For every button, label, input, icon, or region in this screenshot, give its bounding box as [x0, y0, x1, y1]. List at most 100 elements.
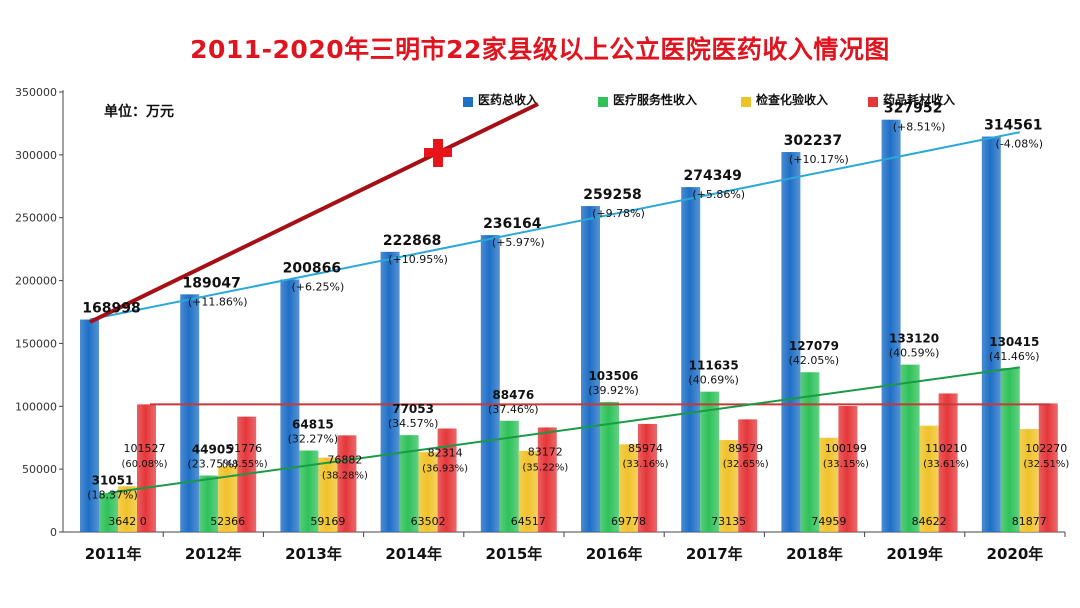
data-label-total: 302237 — [784, 133, 842, 149]
y-tick-label: 250000 — [15, 212, 57, 225]
bar-drug — [1038, 403, 1058, 532]
data-sublabel-total: (+10.95%) — [388, 253, 448, 266]
bar-exam — [1019, 429, 1039, 532]
data-label-drug: 102270 — [1025, 442, 1067, 455]
legend-label-drug: 药品耗材收入 — [883, 93, 956, 107]
data-label-service: 44905 — [192, 443, 234, 457]
data-sublabel-drug: (32.51%) — [1023, 459, 1069, 470]
data-sublabel-total: (+11.86%) — [188, 295, 248, 308]
y-tick-label: 200000 — [15, 275, 57, 288]
bar-exam — [218, 466, 238, 532]
data-sublabel-drug: (48.55%) — [222, 459, 268, 470]
data-sublabel-service: (40.69%) — [688, 374, 739, 387]
bar-total — [681, 187, 701, 532]
bar-exam — [518, 450, 538, 532]
data-label-total: 259258 — [583, 187, 641, 203]
legend-swatch-drug — [868, 97, 878, 107]
rising-arrow-line — [89, 102, 539, 324]
legend-label-service: 医疗服务性收入 — [613, 93, 698, 107]
x-tick-label: 2016年 — [586, 545, 643, 563]
data-sublabel-service: (23.75%) — [187, 458, 238, 471]
data-label-total: 200866 — [283, 260, 341, 276]
bar-drug — [537, 427, 557, 532]
bar-total — [80, 319, 99, 532]
data-sublabel-total: (+10.17%) — [789, 153, 849, 166]
data-label-total: 168998 — [82, 301, 140, 317]
bar-exam — [919, 425, 939, 532]
data-label-drug: 76882 — [327, 453, 362, 466]
x-tick-label: 2019年 — [886, 545, 943, 563]
data-label-exam: 73135 — [711, 515, 746, 528]
data-sublabel-drug: (38.28%) — [322, 470, 368, 481]
data-label-exam: 84622 — [912, 515, 947, 528]
data-label-drug: 89579 — [728, 442, 763, 455]
bar-total — [280, 279, 300, 532]
legend-swatch-exam — [741, 97, 751, 107]
bar-drug — [738, 419, 758, 532]
bar-service — [99, 492, 118, 532]
trend-line-service — [108, 366, 1020, 494]
data-label-exam: 64517 — [511, 515, 546, 528]
bar-total — [781, 152, 801, 532]
data-label-service: 111635 — [689, 359, 739, 373]
bar-total — [480, 235, 500, 533]
bar-exam — [619, 444, 638, 532]
bar-drug — [938, 393, 958, 532]
data-label-service: 88476 — [492, 388, 534, 402]
bar-total — [380, 251, 400, 532]
data-sublabel-drug: (60.08%) — [122, 459, 168, 470]
bar-drug — [838, 406, 858, 532]
trend-line-total — [89, 131, 1020, 321]
x-tick-label: 2015年 — [486, 545, 543, 563]
y-tick-label: 150000 — [15, 337, 57, 350]
bar-service — [499, 420, 519, 532]
red-cross-vertical — [433, 139, 443, 167]
legend-label-total: 医药总收入 — [478, 93, 539, 107]
data-sublabel-service: (40.59%) — [889, 347, 940, 360]
data-label-exam: 74959 — [811, 515, 846, 528]
data-label-exam: 3642 0 — [108, 515, 147, 528]
data-label-exam: 59169 — [310, 515, 345, 528]
y-tick-label: 0 — [50, 526, 57, 539]
bar-total — [180, 294, 200, 532]
data-label-service: 103506 — [588, 369, 638, 383]
unit-label: 单位：万元 — [104, 104, 174, 120]
data-sublabel-total: (+8.51%) — [893, 121, 946, 134]
data-sublabel-service: (18.37%) — [87, 489, 138, 502]
bar-drug — [137, 404, 156, 532]
data-label-service: 133120 — [889, 332, 939, 346]
data-sublabel-total: (+5.86%) — [692, 188, 745, 201]
bar-exam — [719, 440, 739, 532]
data-label-drug: 91776 — [227, 442, 262, 455]
legend-swatch-total — [463, 97, 473, 107]
data-label-total: 222868 — [383, 233, 441, 249]
data-sublabel-drug: (33.15%) — [823, 459, 869, 470]
bar-exam — [819, 437, 839, 532]
data-label-drug: 82314 — [428, 447, 463, 460]
x-tick-label: 2020年 — [987, 545, 1044, 563]
bar-exam — [418, 452, 438, 532]
data-label-service: 130415 — [989, 335, 1039, 349]
chart-title: 2011-2020年三明市22家县级以上公立医院医药收入情况图 — [190, 35, 890, 64]
bar-drug — [437, 428, 457, 532]
data-label-exam: 63502 — [411, 515, 446, 528]
y-tick-label: 300000 — [15, 149, 57, 162]
data-sublabel-drug: (35.22%) — [522, 462, 568, 473]
data-label-drug: 101527 — [124, 442, 166, 455]
data-sublabel-service: (42.05%) — [789, 354, 840, 367]
data-sublabel-drug: (33.16%) — [623, 459, 669, 470]
data-sublabel-service: (34.57%) — [388, 417, 439, 430]
data-label-service: 31051 — [92, 474, 134, 488]
data-label-drug: 83172 — [528, 445, 563, 458]
data-sublabel-total: (+5.97%) — [492, 236, 545, 249]
bar-service — [900, 364, 920, 532]
bar-service — [199, 475, 219, 532]
bar-service — [399, 435, 419, 532]
x-tick-label: 2013年 — [285, 545, 342, 563]
x-tick-label: 2018年 — [786, 545, 843, 563]
data-sublabel-service: (37.46%) — [488, 403, 539, 416]
data-label-exam: 52366 — [210, 515, 245, 528]
data-label-total: 189047 — [182, 275, 240, 291]
data-sublabel-drug: (32.65%) — [723, 459, 769, 470]
data-label-service: 127079 — [789, 339, 839, 353]
